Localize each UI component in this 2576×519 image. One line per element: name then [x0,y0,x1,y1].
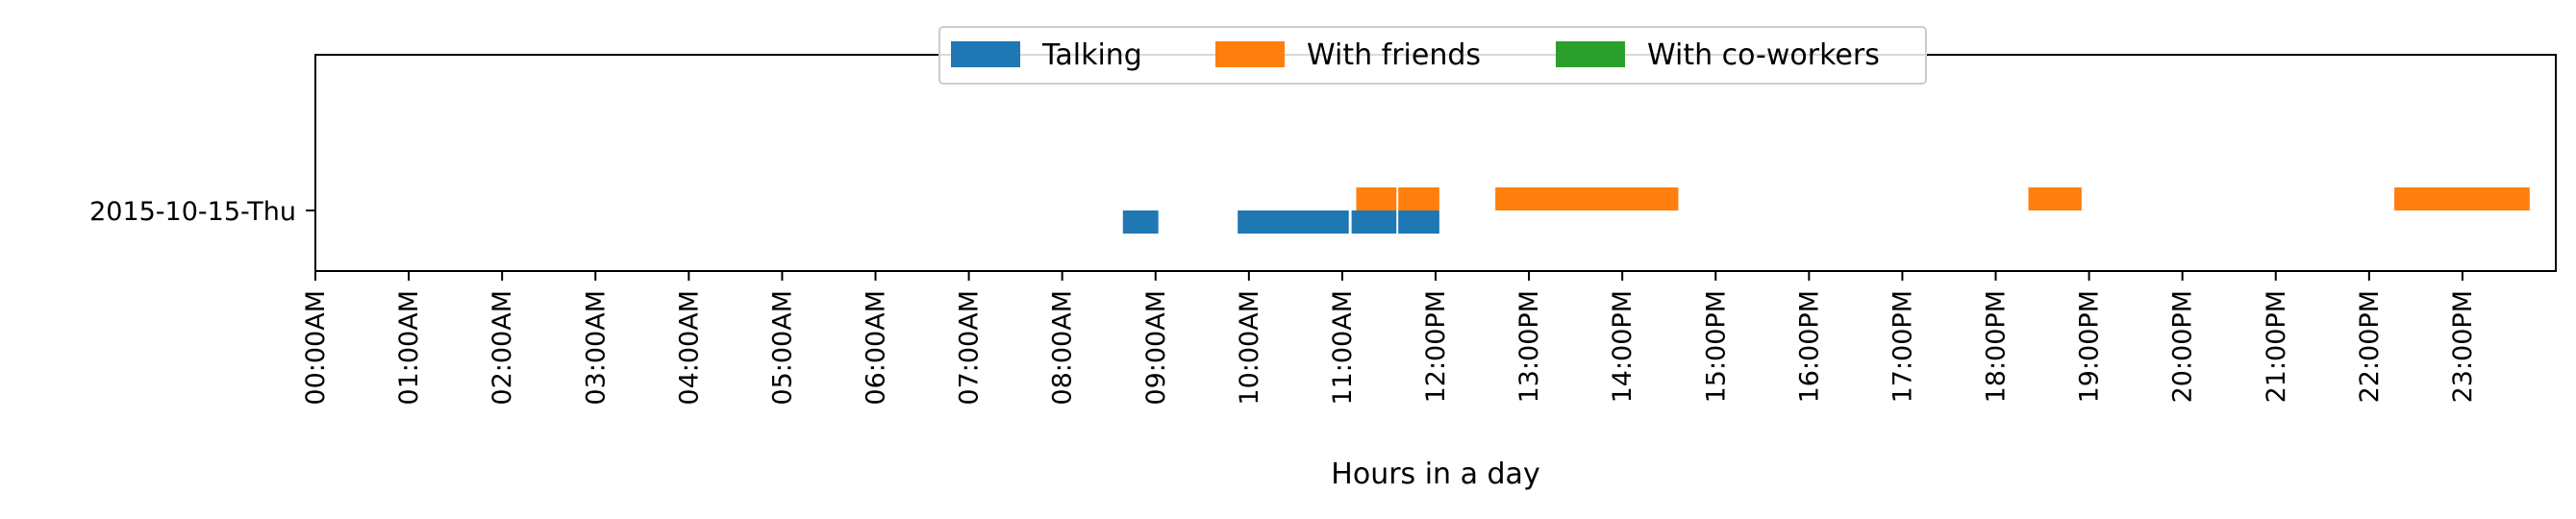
x-tick-label: 20:00PM [2168,290,2198,403]
bar-with-friends-2 [1495,187,1679,210]
y-axis: 2015-10-15-Thu [89,197,315,227]
legend: Talking With friends With co-workers [938,26,1927,85]
x-tick-label: 04:00AM [674,290,704,406]
legend-swatch [1556,41,1625,67]
x-tick-label: 23:00PM [2448,290,2478,403]
x-tick-label: 17:00PM [1888,290,1917,403]
bar-with-friends-1 [1398,187,1439,210]
x-tick-label: 01:00AM [394,290,424,406]
legend-label: Talking [1041,38,1142,72]
x-tick-label: 19:00PM [2075,290,2105,403]
x-tick-label: 21:00PM [2262,290,2291,403]
legend-swatch [951,41,1020,67]
y-tick-label: 2015-10-15-Thu [89,197,296,227]
bars-layer [1122,187,2530,234]
bar-talking-0 [1122,210,1159,234]
x-tick-label: 15:00PM [1701,290,1731,403]
bar-talking-3 [1398,210,1439,234]
x-tick-label: 06:00AM [862,290,891,406]
legend-box [938,26,1927,85]
x-tick-label: 14:00PM [1608,290,1638,403]
x-tick-label: 02:00AM [488,290,517,406]
bar-with-friends-0 [1356,187,1397,210]
x-tick-label: 00:00AM [301,290,331,406]
plot-area-frame [314,54,2557,272]
x-tick-label: 13:00PM [1514,290,1544,403]
x-tick-label: 05:00AM [767,290,797,406]
x-tick-label: 10:00AM [1235,290,1264,406]
x-axis: 00:00AM 01:00AM 02:00AM 03:00AM 04:00AM 05:00… [301,271,2478,406]
x-tick-label: 09:00AM [1141,290,1171,406]
x-tick-label: 03:00AM [581,290,611,406]
x-tick-label: 12:00PM [1421,290,1451,403]
bar-with-friends-4 [2394,187,2530,210]
bar-with-friends-3 [2028,187,2082,210]
bar-talking-1 [1238,210,1349,234]
legend-swatch [1215,41,1285,67]
x-tick-label: 07:00AM [955,290,985,406]
x-tick-label: 16:00PM [1794,290,1824,403]
x-tick-label: 11:00AM [1328,290,1358,406]
legend-label: With friends [1307,38,1481,72]
x-tick-label: 08:00AM [1048,290,1078,406]
x-tick-label: 18:00PM [1982,290,2012,403]
x-tick-label: 22:00PM [2355,290,2385,403]
legend-label: With co-workers [1647,38,1880,72]
bar-talking-2 [1351,210,1397,234]
x-axis-title: Hours in a day [1331,457,1539,491]
